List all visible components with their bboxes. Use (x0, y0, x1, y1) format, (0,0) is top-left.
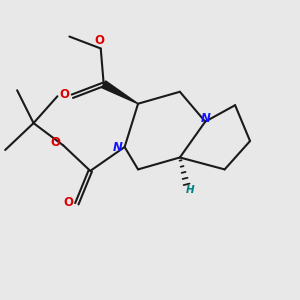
Text: N: N (200, 112, 210, 124)
Text: O: O (59, 88, 69, 101)
Text: H: H (185, 185, 194, 195)
Text: N: N (113, 140, 123, 154)
Polygon shape (102, 81, 138, 104)
Text: O: O (94, 34, 104, 46)
Text: O: O (64, 196, 74, 209)
Text: O: O (50, 136, 60, 149)
